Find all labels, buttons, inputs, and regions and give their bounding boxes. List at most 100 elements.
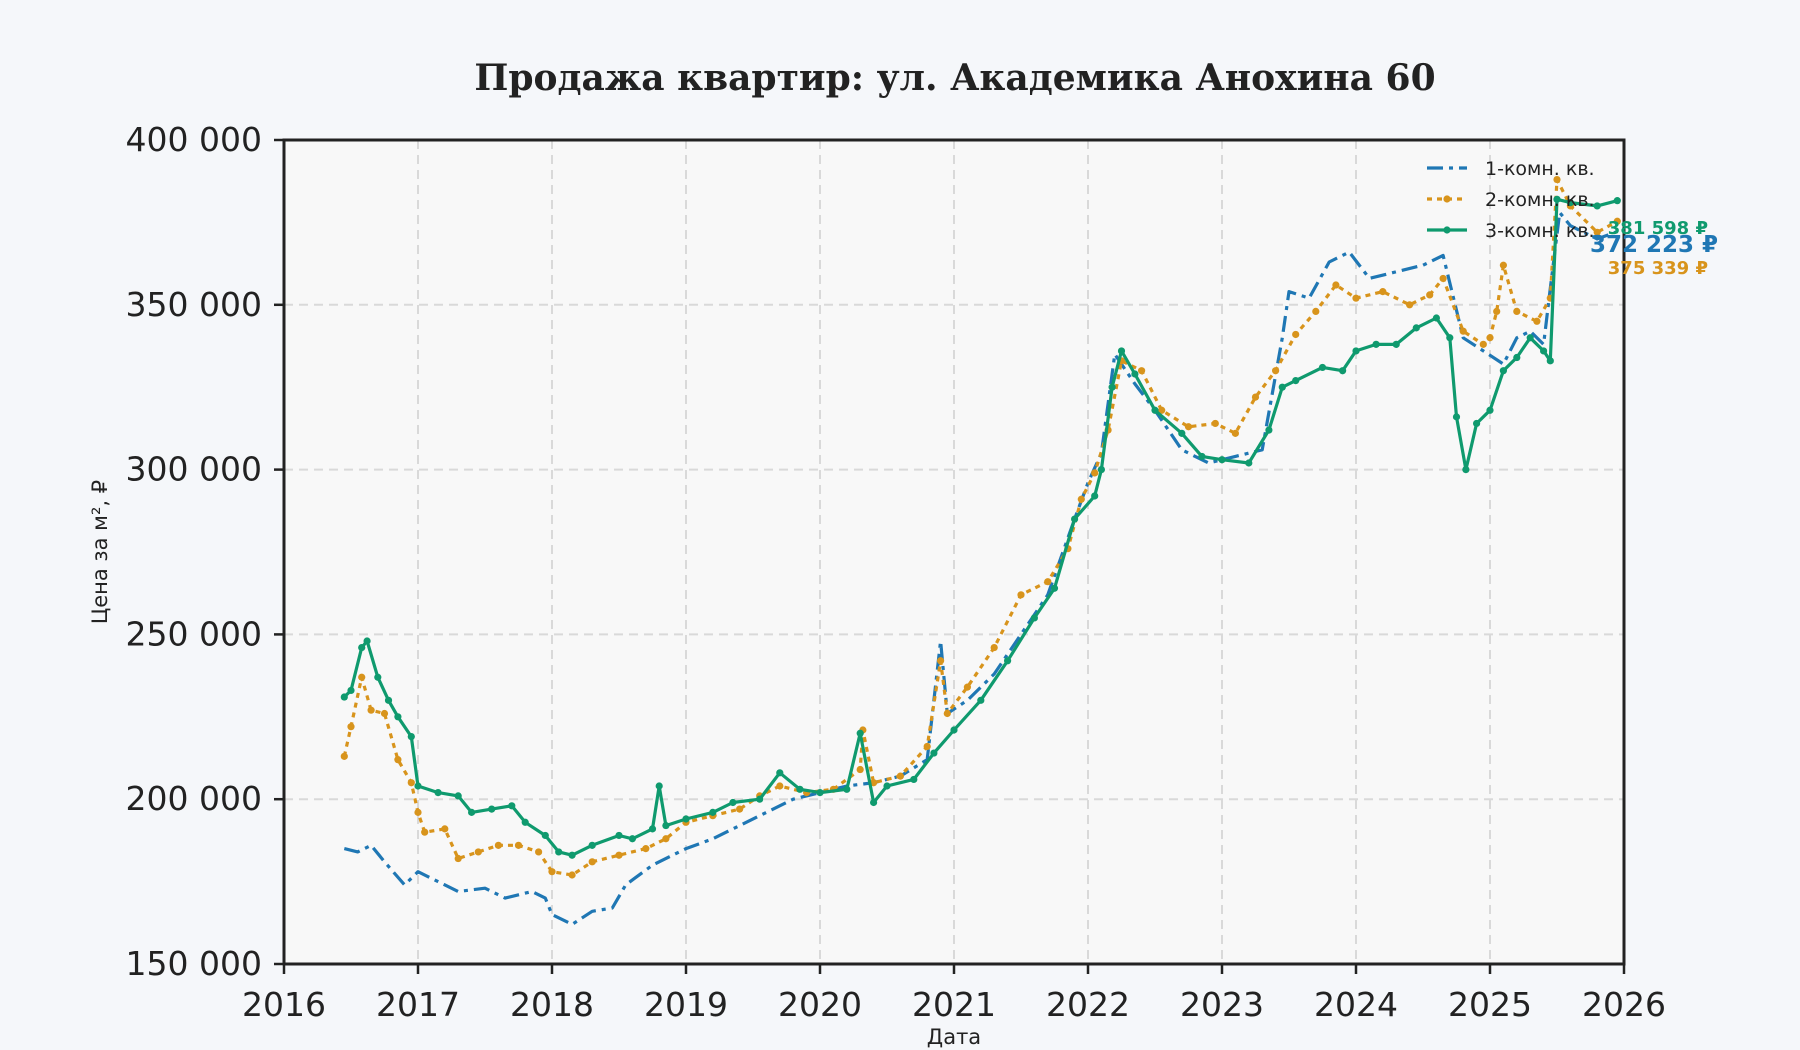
data-point [1593,228,1601,236]
data-point [1613,217,1621,225]
data-point [796,785,804,793]
data-point [816,789,824,797]
data-point [870,779,878,787]
data-point [358,643,366,652]
x-tick-label: 2026 [1582,985,1666,1024]
data-point [1211,419,1219,428]
legend: 1-комн. кв. 2-комн. кв. 3-комн. кв. [1427,158,1595,242]
data-point [1077,495,1085,503]
data-point [1392,340,1400,348]
data-point [1372,340,1380,348]
data-point [615,831,623,840]
data-point [990,643,998,652]
y-tick-label: 400 000 [126,120,262,159]
data-point [1091,469,1099,477]
series-line [342,178,1619,877]
data-point [1546,357,1554,365]
grid [284,140,1624,964]
end-labels: 372 223 ₽375 339 ₽ 381 598 ₽ [1590,218,1718,279]
data-point [1352,347,1360,355]
data-point [468,808,476,816]
data-point [1513,307,1521,315]
x-tick-label: 2025 [1448,985,1532,1024]
data-point [870,798,878,807]
data-point [963,683,972,691]
x-tick-label: 2024 [1314,985,1398,1024]
x-tick-label: 2017 [376,985,460,1024]
data-point [1352,294,1360,302]
data-point [555,848,563,856]
data-point [1004,657,1012,665]
data-point [367,706,375,714]
data-point [615,851,623,859]
data-point [1178,429,1186,437]
data-point [568,851,576,859]
y-tick-label: 300 000 [126,450,262,489]
data-point [1526,334,1534,342]
data-point [414,782,422,790]
data-point [394,756,402,764]
data-point [776,782,784,790]
series-line [343,210,1618,926]
data-point [648,825,657,833]
data-point [1462,466,1470,474]
ticks: 2016 2017 2018 2019 2020 2021 2022 2023 2024 2025… [126,120,1666,1024]
data-point [394,713,402,721]
data-point [1479,340,1487,348]
data-point [756,795,764,803]
data-point [1593,202,1601,210]
chart-title: Продажа квартир: ул. Академика Анохина 6… [474,57,1435,99]
data-point [1158,406,1166,414]
x-tick-label: 2021 [912,985,996,1024]
data-point [1406,301,1414,309]
data-point [1138,367,1146,375]
data-point [374,673,382,681]
data-point [535,848,543,856]
data-point [1486,406,1494,414]
data-point [1439,274,1447,283]
data-point [1553,175,1561,184]
data-point [340,693,348,701]
data-point [1473,419,1481,428]
data-point [1071,515,1079,523]
data-point [384,696,393,704]
x-tick-label: 2018 [510,985,594,1024]
data-point [1218,456,1226,464]
data-point [1184,423,1193,431]
legend-marker [1443,226,1451,234]
data-point [856,729,864,737]
data-point [1452,413,1461,421]
data-point [414,808,422,816]
legend-marker [1443,195,1451,203]
data-point [1245,459,1253,467]
series-1 [343,210,1618,926]
legend-label: 3-комн. кв. [1485,220,1595,242]
data-point [642,845,650,853]
data-point [441,825,449,833]
data-point [729,798,737,807]
x-tick-label: 2020 [778,985,862,1024]
data-point [709,808,717,816]
data-point [1097,466,1105,474]
data-point [1486,334,1494,342]
data-point [1251,393,1260,401]
data-point [930,749,938,757]
data-point [521,818,529,826]
data-point [950,726,958,734]
data-point [1332,281,1340,289]
x-tick-label: 2023 [1180,985,1264,1024]
data-point [883,782,891,790]
y-tick-label: 150 000 [126,944,262,983]
data-point [434,789,442,797]
data-point [1412,324,1420,332]
data-point [588,858,596,866]
data-point [1446,334,1454,342]
data-point [474,848,482,856]
data-point [776,769,784,777]
data-point [1292,377,1300,385]
legend-label: 1-комн. кв. [1485,158,1595,180]
data-point [910,775,918,784]
data-point [1513,353,1521,362]
data-point [1379,288,1387,296]
